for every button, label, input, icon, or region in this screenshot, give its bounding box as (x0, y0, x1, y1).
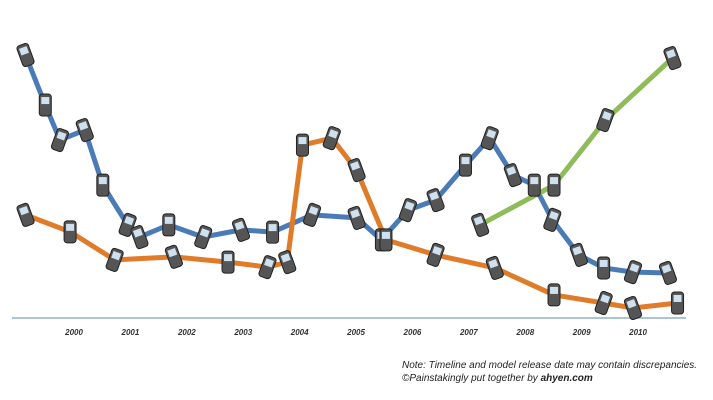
phone-screen (661, 264, 672, 274)
phone-screen (629, 263, 640, 273)
phone-marker (258, 255, 277, 280)
phone-screen (673, 294, 682, 302)
phone-marker (16, 42, 35, 68)
phone-marker (471, 212, 490, 237)
phone-marker (164, 244, 183, 269)
phone-screen (268, 224, 277, 232)
phone-screen (432, 246, 443, 256)
phone-marker (50, 128, 69, 153)
phone-marker (303, 202, 322, 227)
credit-text: ©Painstakingly put together by (402, 373, 539, 384)
phone-screen (41, 97, 50, 105)
phone-screen (550, 286, 559, 294)
x-tick-label: 2007 (459, 328, 478, 337)
phone-screen (548, 210, 559, 221)
series-line (477, 55, 675, 228)
phone-screen (298, 137, 307, 145)
phone-screen (328, 129, 339, 139)
phone-screen (167, 247, 178, 258)
phone-screen (488, 259, 499, 269)
credit-site: ahyen.com (541, 373, 593, 384)
phone-screen (19, 205, 29, 216)
phone-screen (350, 209, 361, 219)
phone-screen (164, 216, 173, 224)
phone-marker (347, 205, 366, 230)
phone-screen (199, 228, 210, 238)
phone-marker (596, 108, 615, 133)
x-tick-label: 2000 (64, 328, 83, 337)
phone-screen (381, 231, 390, 239)
phone-screen (111, 251, 122, 261)
x-tick-label: 2003 (233, 328, 252, 337)
phone-marker (623, 260, 643, 285)
x-tick-label: 2009 (572, 328, 591, 337)
phone-screen (264, 258, 274, 268)
phone-screen (626, 299, 637, 309)
x-tick-label: 2002 (177, 328, 196, 337)
phone-screen (234, 220, 245, 231)
phone-marker (194, 225, 213, 250)
phone-marker (231, 217, 251, 242)
phone-marker (16, 202, 35, 227)
x-tick-label: 2004 (290, 328, 309, 337)
phone-marker (105, 247, 124, 272)
phone-screen (132, 228, 143, 238)
phone-marker (569, 242, 588, 267)
phone-screen (601, 111, 612, 121)
phone-marker (658, 260, 678, 286)
phone-screen (665, 49, 676, 59)
phone-screen (19, 46, 29, 56)
phone-screen (572, 246, 583, 256)
phone-screen (404, 201, 415, 211)
phone-marker (347, 158, 366, 183)
x-tick-label: 2010 (628, 328, 647, 337)
phone-screen (308, 205, 319, 216)
x-tick-label: 2008 (515, 328, 534, 337)
phone-screen (78, 121, 89, 131)
phone-screen (486, 129, 497, 139)
phone-screen (56, 131, 67, 141)
phone-screen (66, 223, 75, 231)
phone-screen (350, 161, 361, 171)
phone-screen (280, 253, 291, 263)
phone-screen (506, 166, 517, 176)
phone-marker (130, 225, 149, 250)
x-tick-label: 2001 (121, 328, 140, 337)
phone-marker (75, 118, 94, 143)
phone-marker (623, 295, 643, 321)
note: Note: Timeline and model release date ma… (402, 360, 697, 371)
x-tick-label: 2005 (346, 328, 365, 337)
phone-marker (398, 198, 417, 223)
credit: ©Painstakingly put together by ahyen.com (402, 373, 593, 384)
x-tick-label: 2006 (403, 328, 422, 337)
phone-marker (426, 242, 445, 267)
phone-screen (600, 294, 611, 304)
phone-marker (503, 163, 522, 188)
phone-screen (224, 254, 233, 262)
phone-marker (594, 290, 613, 316)
phone-screen (429, 191, 439, 201)
phone-screen (98, 177, 107, 185)
phone-screen (473, 215, 484, 226)
phone-screen (124, 215, 135, 226)
phone-marker (485, 255, 504, 281)
phone-marker (278, 250, 297, 275)
phone-screen (530, 177, 539, 185)
phone-screen (550, 177, 559, 185)
phone-screen (599, 259, 608, 267)
phone-screen (461, 157, 470, 165)
